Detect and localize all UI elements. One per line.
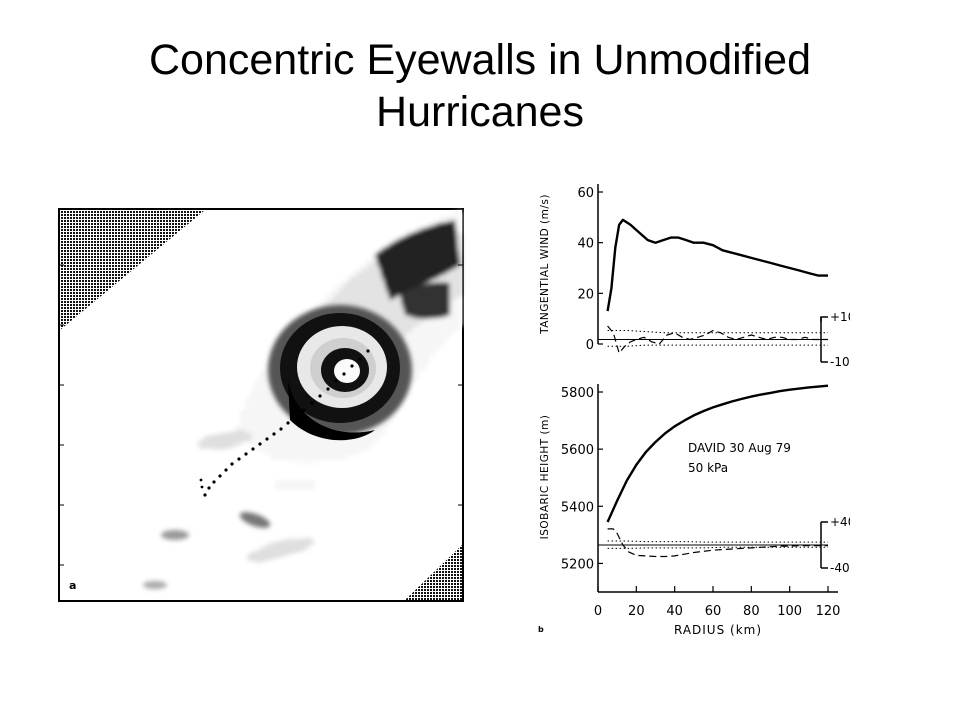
wind-y-tick-label: 40	[577, 237, 594, 252]
wind-secondary-tick-label: +10	[830, 310, 850, 324]
height-y-tick-label: 5200	[561, 557, 594, 572]
wind-y-tick-label: 0	[586, 338, 594, 353]
wind-y-tick-label: 60	[577, 186, 594, 201]
wind-series-solid-0	[606, 218, 828, 312]
wind-secondary-ticks: +10 -10	[830, 310, 850, 369]
flight-track	[199, 349, 370, 497]
height-x-ticks: 0 20 40 60 80 100 120	[594, 586, 841, 619]
height-series-dashed-1	[607, 528, 828, 558]
height-y-tick-label: 5400	[561, 500, 594, 515]
height-y-ticks: 5200 5400 5600 5800	[561, 386, 603, 572]
slide-title-line1: Concentric Eyewalls in Unmodified	[148, 36, 811, 84]
wind-y-ticks: 0 20 40 60	[577, 186, 603, 353]
height-x-tick-label: 120	[816, 604, 841, 619]
wind-secondary-tick-label: -10	[830, 355, 850, 369]
radar-corner-bottom-right	[405, 545, 462, 600]
slide-title-line2: Hurricanes	[376, 88, 584, 136]
height-series-dotted-3	[607, 546, 828, 549]
height-y-axis-label: ISOBARIC HEIGHT (m)	[539, 415, 551, 540]
height-series	[598, 384, 829, 558]
radar-image: a	[58, 208, 464, 602]
radar-corner-top-left	[60, 210, 205, 330]
slide-title: Concentric Eyewalls in Unmodified Hurric…	[0, 34, 960, 138]
wind-y-tick-label: 20	[577, 287, 594, 302]
profile-charts: 0 20 40 60 TANGENTIAL WIND (m/s) +10 -10 520…	[538, 184, 850, 637]
height-x-tick-label: 40	[666, 604, 683, 619]
radar-edge-ticks	[59, 264, 463, 566]
height-series-solid-0	[606, 384, 829, 523]
height-secondary-ticks: +40 -40	[830, 515, 850, 575]
wind-series-dotted-3	[607, 344, 828, 347]
rainbands	[143, 430, 317, 589]
height-y-tick-label: 5800	[561, 386, 594, 401]
wind-y-axis-label: TANGENTIAL WIND (m/s)	[539, 194, 551, 335]
height-x-tick-label: 100	[777, 604, 802, 619]
wind-series-dashed-1	[607, 325, 828, 354]
storm-annotation-line1: DAVID 30 Aug 79	[688, 441, 791, 455]
panel-label-b: b	[538, 625, 544, 634]
height-secondary-tick-label: -40	[830, 561, 850, 575]
panel-label-a: a	[69, 579, 76, 592]
storm-annotation-line2: 50 kPa	[688, 461, 728, 475]
wind-series	[598, 218, 828, 354]
height-x-tick-label: 60	[705, 604, 722, 619]
height-x-tick-label: 20	[628, 604, 645, 619]
height-x-tick-label: 80	[743, 604, 760, 619]
height-secondary-tick-label: +40	[830, 515, 850, 529]
height-series-dotted-2	[607, 540, 828, 543]
eyewall-rings	[268, 305, 412, 441]
height-x-tick-label: 0	[594, 604, 602, 619]
wind-panel: 0 20 40 60 TANGENTIAL WIND (m/s) +10 -10	[539, 184, 850, 369]
height-x-axis-label: RADIUS (km)	[674, 623, 762, 637]
height-y-tick-label: 5600	[561, 443, 594, 458]
